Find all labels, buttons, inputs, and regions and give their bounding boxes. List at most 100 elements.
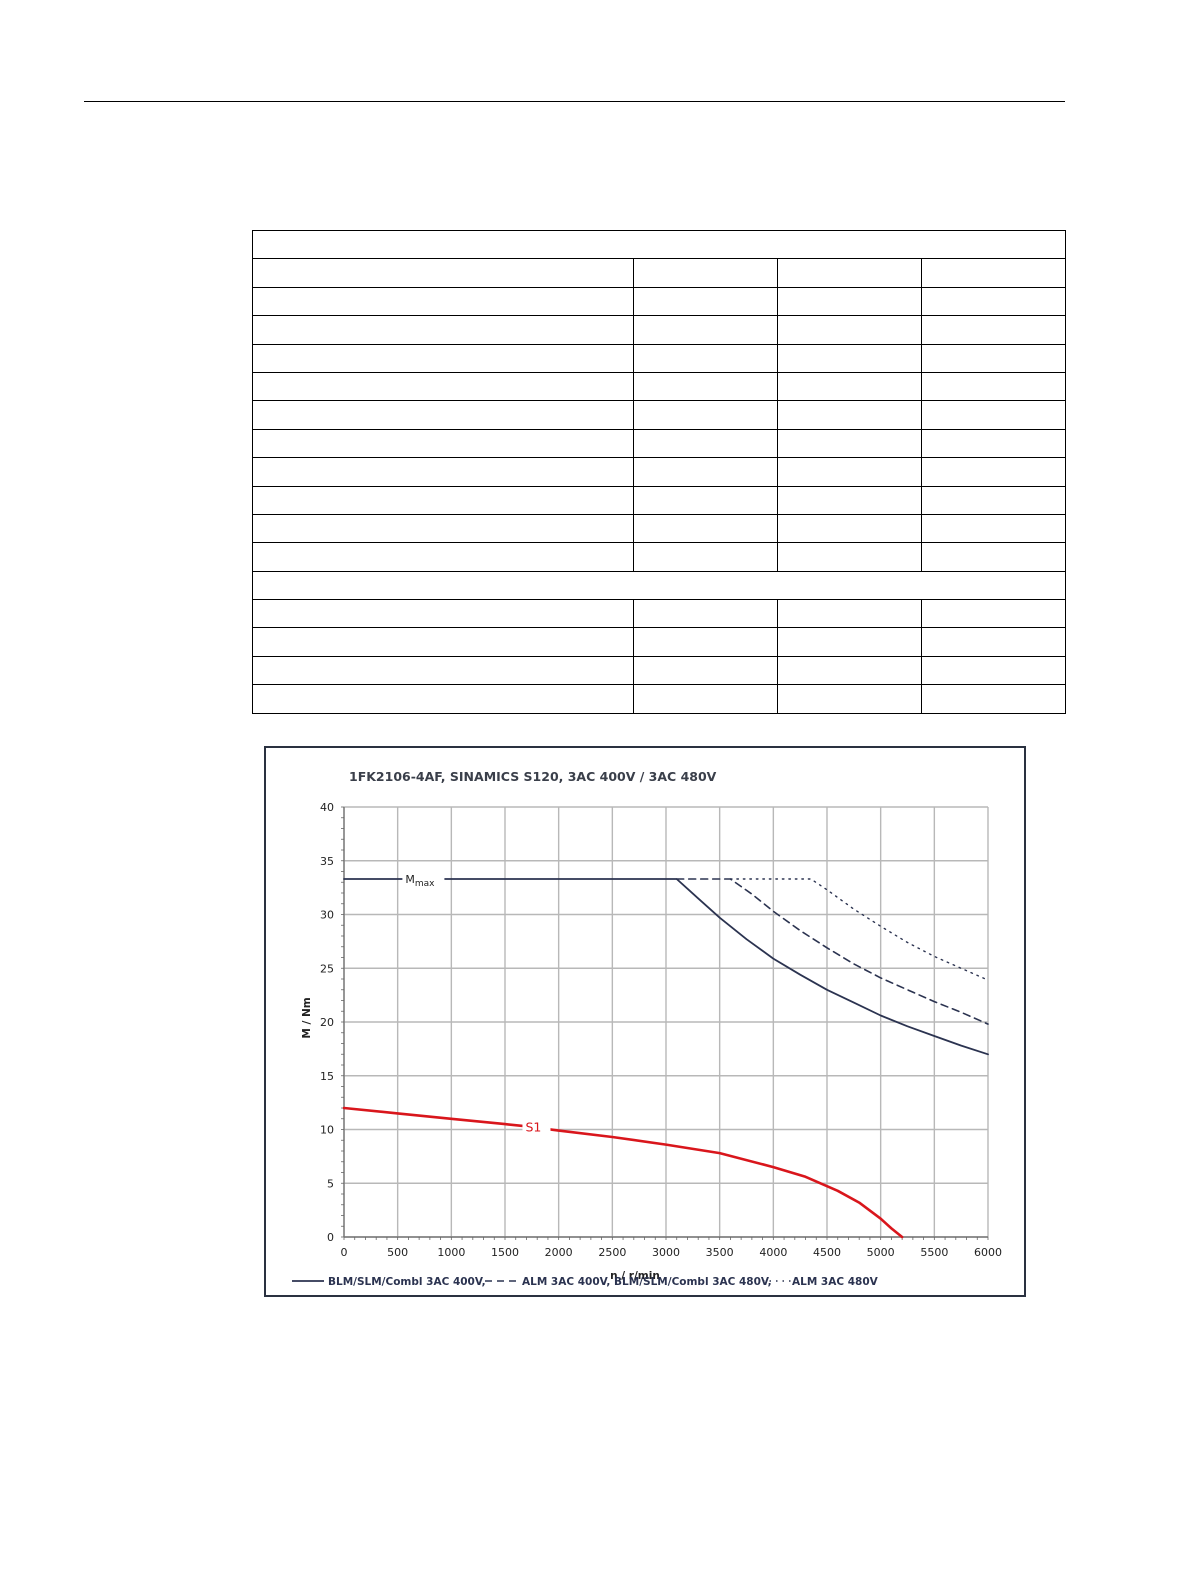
table-cell bbox=[921, 315, 1066, 345]
y-tick-label: 20 bbox=[320, 1016, 334, 1029]
table-row bbox=[252, 286, 1066, 317]
table-row bbox=[252, 485, 1066, 515]
y-tick-label: 0 bbox=[327, 1231, 334, 1244]
table-cell bbox=[921, 343, 1066, 373]
table-cell bbox=[777, 286, 922, 317]
table-cell bbox=[777, 655, 922, 686]
table-cell bbox=[777, 457, 922, 487]
table-cell bbox=[633, 513, 778, 544]
legend-label: ALM 3AC 480V bbox=[792, 1276, 879, 1288]
table-cell bbox=[777, 542, 922, 572]
series-blm-400v-line bbox=[343, 878, 989, 1056]
legend-label: ALM 3AC 400V, BLM/SLM/Combl 3AC 480V, bbox=[522, 1276, 772, 1288]
table-cell bbox=[633, 258, 778, 288]
table-row bbox=[252, 400, 1066, 430]
table-cell bbox=[633, 343, 778, 373]
x-tick-label: 0 bbox=[341, 1246, 348, 1259]
table-cell bbox=[252, 485, 634, 515]
x-tick-label: 5000 bbox=[867, 1246, 895, 1259]
torque-speed-chart: 1FK2106-4AF, SINAMICS S120, 3AC 400V / 3… bbox=[264, 746, 1026, 1297]
table-cell bbox=[252, 400, 634, 430]
chart-title: 1FK2106-4AF, SINAMICS S120, 3AC 400V / 3… bbox=[349, 769, 717, 784]
table-cell bbox=[252, 513, 634, 544]
table-cell bbox=[633, 684, 778, 714]
table-row bbox=[252, 542, 1066, 572]
table-row bbox=[252, 684, 1066, 714]
x-axis-label: n / r/min bbox=[610, 1270, 660, 1282]
table-row bbox=[252, 570, 1066, 601]
table-cell bbox=[252, 542, 634, 572]
table-cell bbox=[633, 371, 778, 402]
x-tick-label: 5500 bbox=[920, 1246, 948, 1259]
table-cell bbox=[633, 286, 778, 317]
table-row bbox=[252, 343, 1066, 373]
table-cell bbox=[252, 371, 634, 402]
x-tick-label: 4500 bbox=[813, 1246, 841, 1259]
table-row bbox=[252, 627, 1066, 657]
series-alm-400v-line bbox=[675, 878, 989, 1025]
table-cell bbox=[921, 627, 1066, 657]
table-cell bbox=[252, 286, 634, 317]
table-cell bbox=[252, 428, 634, 459]
x-tick-label: 3500 bbox=[706, 1246, 734, 1259]
x-tick-label: 3000 bbox=[652, 1246, 680, 1259]
table-cell bbox=[633, 599, 778, 629]
table-cell bbox=[921, 655, 1066, 686]
tick-layer: 0 500 1000 1500 2000 2500 3000 3500 4000 4500 5000… bbox=[320, 801, 1002, 1259]
table-cell bbox=[633, 428, 778, 459]
table-row bbox=[252, 371, 1066, 402]
s1-label: S1 bbox=[525, 1119, 541, 1134]
table-cell bbox=[777, 315, 922, 345]
table-row bbox=[252, 315, 1066, 345]
table-cell bbox=[252, 457, 634, 487]
table-cell bbox=[777, 343, 922, 373]
annotation-layer: Mmax S1 bbox=[405, 873, 541, 1134]
chart-svg: 1FK2106-4AF, SINAMICS S120, 3AC 400V / 3… bbox=[292, 769, 1002, 1288]
table-cell bbox=[252, 343, 634, 373]
x-tick-label: 1000 bbox=[437, 1246, 465, 1259]
table-cell bbox=[921, 371, 1066, 402]
table-cell bbox=[633, 315, 778, 345]
table-row bbox=[252, 599, 1066, 629]
y-tick-label: 25 bbox=[320, 962, 334, 975]
table-row bbox=[252, 655, 1066, 686]
table-cell bbox=[921, 513, 1066, 544]
x-tick-label: 4000 bbox=[759, 1246, 787, 1259]
y-tick-label: 40 bbox=[320, 801, 334, 814]
y-axis-label: M / Nm bbox=[301, 997, 313, 1038]
x-tick-label: 2500 bbox=[598, 1246, 626, 1259]
table-cell bbox=[921, 428, 1066, 459]
table-row bbox=[252, 229, 1066, 260]
y-tick-label: 30 bbox=[320, 909, 334, 922]
series-layer bbox=[342, 871, 989, 1239]
table-cell bbox=[633, 655, 778, 686]
table-cell bbox=[633, 457, 778, 487]
table-cell bbox=[921, 258, 1066, 288]
table-cell bbox=[921, 684, 1066, 714]
table-cell bbox=[921, 485, 1066, 515]
table-row bbox=[252, 258, 1066, 288]
spec-table bbox=[252, 229, 1066, 714]
table-cell bbox=[921, 599, 1066, 629]
table-cell bbox=[633, 542, 778, 572]
table-cell bbox=[252, 655, 634, 686]
table-cell bbox=[777, 485, 922, 515]
table-cell bbox=[777, 428, 922, 459]
legend: BLM/SLM/Combl 3AC 400V, ALM 3AC 400V, BLM… bbox=[292, 1276, 879, 1288]
table-cell bbox=[252, 627, 634, 657]
table-section-cell bbox=[252, 570, 1066, 601]
x-tick-label: 2000 bbox=[545, 1246, 573, 1259]
table-cell bbox=[777, 599, 922, 629]
table-cell bbox=[921, 457, 1066, 487]
table-row bbox=[252, 457, 1066, 487]
table-cell bbox=[777, 684, 922, 714]
table-cell bbox=[633, 627, 778, 657]
table-cell bbox=[252, 599, 634, 629]
table-cell bbox=[777, 513, 922, 544]
mmax-label: Mmax bbox=[405, 873, 435, 889]
table-cell bbox=[921, 542, 1066, 572]
table-cell bbox=[921, 286, 1066, 317]
mmax-label-bg bbox=[402, 871, 445, 888]
table-row bbox=[252, 428, 1066, 459]
x-tick-label: 6000 bbox=[974, 1246, 1002, 1259]
